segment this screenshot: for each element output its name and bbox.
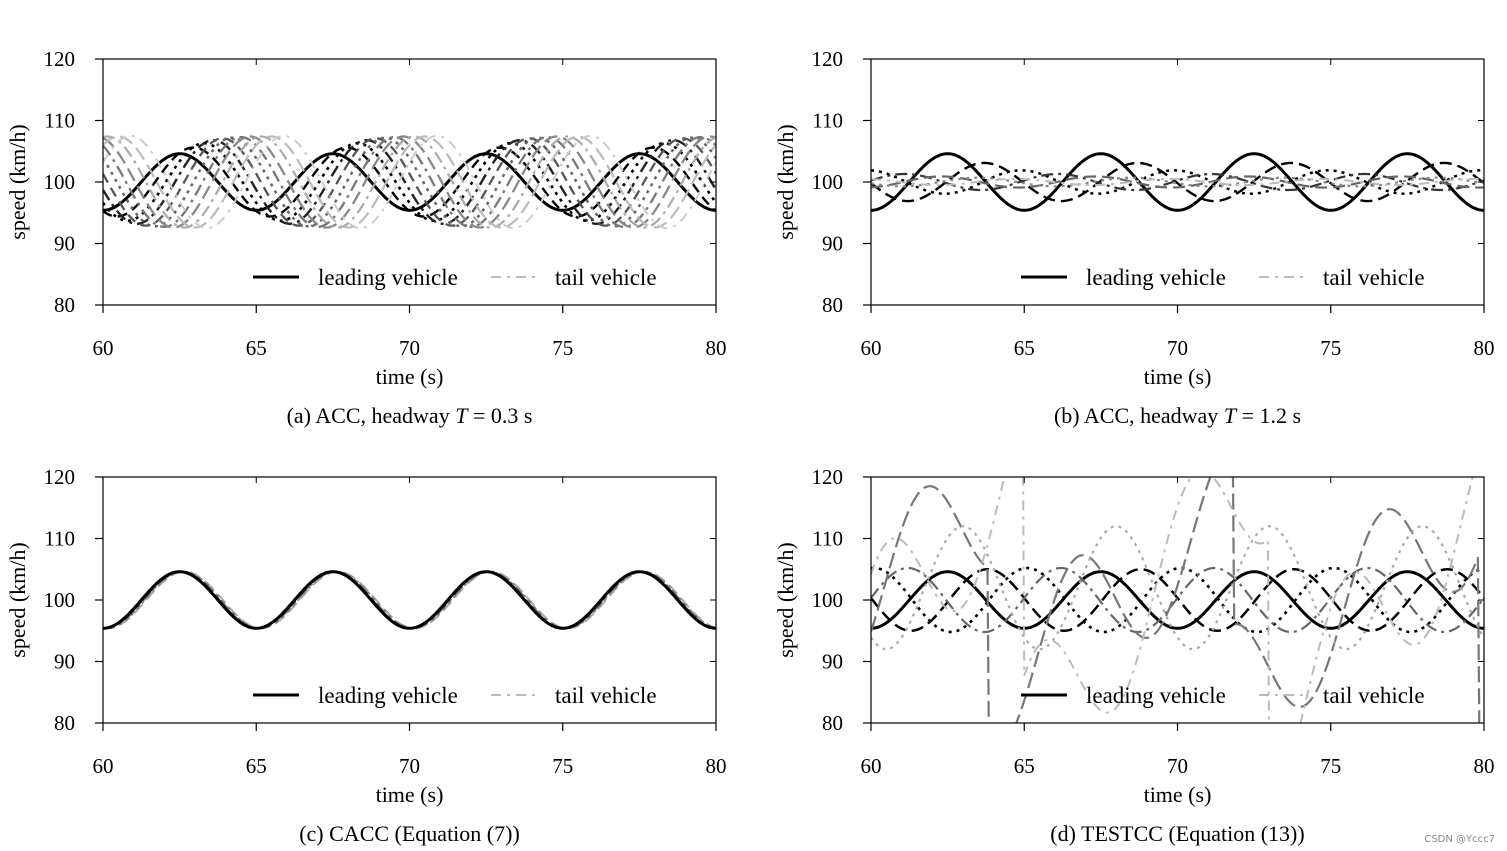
series-line-follower-3 bbox=[871, 566, 1484, 634]
y-tick-label: 110 bbox=[44, 109, 75, 133]
y-tick-label: 90 bbox=[822, 232, 843, 256]
x-tick-label: 75 bbox=[552, 336, 573, 360]
x-tick-label: 75 bbox=[1320, 336, 1341, 360]
y-axis-label: speed (km/h) bbox=[773, 124, 798, 239]
y-tick-label: 80 bbox=[54, 711, 75, 735]
x-tick-label: 75 bbox=[1320, 754, 1341, 778]
legend: leading vehicle tail vehicle bbox=[1021, 683, 1425, 708]
y-tick-label: 80 bbox=[822, 293, 843, 317]
legend-label-leading: leading vehicle bbox=[1086, 683, 1226, 708]
x-tick-label: 80 bbox=[706, 336, 727, 360]
x-axis-label: time (s) bbox=[1144, 364, 1212, 389]
x-tick-label: 70 bbox=[399, 754, 420, 778]
series-line-follower-4 bbox=[871, 477, 1481, 723]
series-group bbox=[871, 152, 1484, 212]
panel-caption: (c) CACC (Equation (7)) bbox=[299, 821, 520, 846]
chart-panel-a: 60 65 70 75 80 80 90 100 110 120 time (s) speed (km… bbox=[5, 47, 727, 428]
y-tick-label: 80 bbox=[822, 711, 843, 735]
panel-caption: (b) ACC, headway T = 1.2 s bbox=[1054, 403, 1301, 428]
y-tick-label: 100 bbox=[812, 170, 844, 194]
y-tick-label: 110 bbox=[812, 109, 843, 133]
y-tick-label: 100 bbox=[44, 588, 76, 612]
legend-label-tail: tail vehicle bbox=[555, 265, 657, 290]
x-tick-label: 65 bbox=[246, 336, 267, 360]
legend-label-leading: leading vehicle bbox=[318, 265, 458, 290]
legend-label-tail: tail vehicle bbox=[1323, 265, 1425, 290]
series-line-tail-vehicle bbox=[103, 134, 716, 230]
y-tick-label: 100 bbox=[812, 588, 844, 612]
y-tick-label: 90 bbox=[54, 650, 75, 674]
legend: leading vehicle tail vehicle bbox=[253, 683, 657, 708]
y-tick-label: 110 bbox=[812, 527, 843, 551]
legend-label-leading: leading vehicle bbox=[1086, 265, 1226, 290]
x-tick-label: 70 bbox=[1167, 754, 1188, 778]
series-line-leading-vehicle bbox=[871, 570, 1484, 630]
y-axis-label: speed (km/h) bbox=[773, 542, 798, 657]
x-tick-label: 80 bbox=[1474, 754, 1495, 778]
x-tick-label: 80 bbox=[706, 754, 727, 778]
y-tick-label: 120 bbox=[812, 465, 844, 489]
panel-caption: (d) TESTCC (Equation (13)) bbox=[1050, 821, 1304, 846]
legend-label-tail: tail vehicle bbox=[1323, 683, 1425, 708]
series-line-follower-6 bbox=[103, 135, 716, 229]
y-axis-label: speed (km/h) bbox=[5, 542, 30, 657]
x-axis-label: time (s) bbox=[1144, 782, 1212, 807]
panel-caption: (a) ACC, headway T = 0.3 s bbox=[287, 403, 533, 428]
x-tick-label: 60 bbox=[861, 754, 882, 778]
x-tick-label: 65 bbox=[246, 754, 267, 778]
x-axis-label: time (s) bbox=[376, 364, 444, 389]
series-line-follower-8 bbox=[103, 135, 716, 229]
x-tick-label: 60 bbox=[93, 754, 114, 778]
chart-panel-d: 60 65 70 75 80 80 90 100 110 120 time (s) speed (km… bbox=[773, 465, 1495, 846]
x-tick-label: 60 bbox=[861, 336, 882, 360]
series-group bbox=[103, 570, 716, 630]
series-line-follower-1 bbox=[871, 161, 1484, 203]
y-tick-label: 90 bbox=[54, 232, 75, 256]
y-tick-label: 80 bbox=[54, 293, 75, 317]
legend-label-tail: tail vehicle bbox=[555, 683, 657, 708]
y-tick-label: 120 bbox=[44, 465, 76, 489]
series-line-leading-vehicle bbox=[871, 152, 1484, 212]
series-line-leading-vehicle bbox=[103, 570, 716, 630]
watermark: CSDN @Yccc7 bbox=[1424, 834, 1495, 845]
y-axis-label: speed (km/h) bbox=[5, 124, 30, 239]
series-group bbox=[871, 477, 1484, 723]
series-line-follower-4 bbox=[103, 570, 716, 630]
y-tick-label: 120 bbox=[812, 47, 844, 71]
x-axis-label: time (s) bbox=[376, 782, 444, 807]
legend: leading vehicle tail vehicle bbox=[253, 265, 657, 290]
series-group bbox=[103, 134, 716, 230]
y-tick-label: 90 bbox=[822, 650, 843, 674]
y-tick-label: 100 bbox=[44, 170, 76, 194]
x-tick-label: 80 bbox=[1474, 336, 1495, 360]
series-line-tail-vehicle bbox=[871, 477, 1474, 723]
x-tick-label: 70 bbox=[399, 336, 420, 360]
series-line-follower-9 bbox=[103, 135, 716, 229]
x-tick-label: 75 bbox=[552, 754, 573, 778]
series-line-follower-3 bbox=[871, 172, 1484, 192]
legend: leading vehicle tail vehicle bbox=[1021, 265, 1425, 290]
y-tick-label: 120 bbox=[44, 47, 76, 71]
x-tick-label: 60 bbox=[93, 336, 114, 360]
x-tick-label: 70 bbox=[1167, 336, 1188, 360]
series-line-follower-2 bbox=[871, 566, 1484, 634]
series-line-follower-4 bbox=[871, 175, 1484, 189]
series-line-follower-5 bbox=[871, 176, 1484, 188]
x-tick-label: 65 bbox=[1014, 336, 1035, 360]
y-tick-label: 110 bbox=[44, 527, 75, 551]
chart-panel-c: 60 65 70 75 80 80 90 100 110 120 time (s) speed (km… bbox=[5, 465, 727, 846]
legend-label-leading: leading vehicle bbox=[318, 683, 458, 708]
x-tick-label: 65 bbox=[1014, 754, 1035, 778]
chart-panel-b: 60 65 70 75 80 80 90 100 110 120 time (s) speed (km… bbox=[773, 47, 1495, 428]
series-line-follower-1 bbox=[103, 146, 716, 218]
series-line-tail-vehicle bbox=[871, 177, 1484, 187]
